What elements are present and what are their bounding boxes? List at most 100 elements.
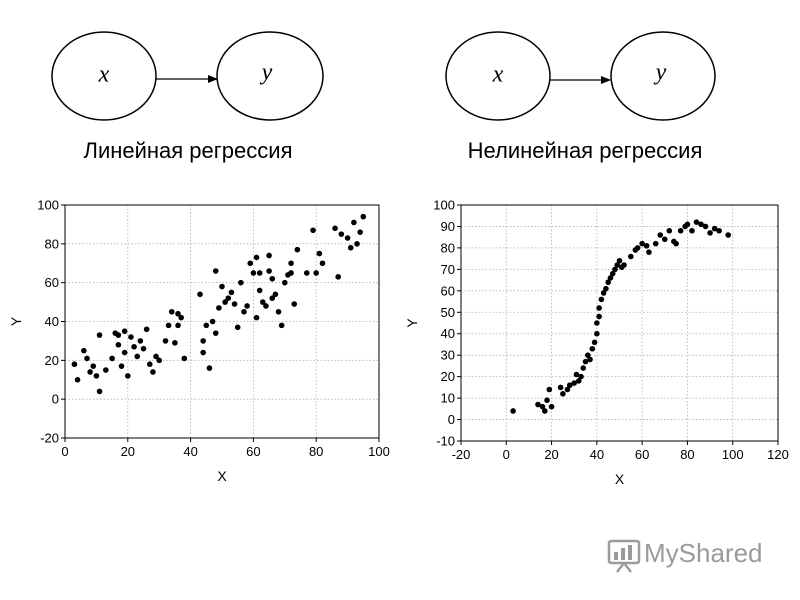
data-point — [564, 386, 571, 393]
data-point — [121, 349, 128, 356]
data-point — [200, 349, 206, 356]
data-point — [548, 403, 555, 410]
diagram-caption: Линейная регрессия — [84, 138, 293, 163]
data-point — [121, 328, 128, 335]
data-point — [575, 378, 582, 384]
data-point — [316, 250, 323, 257]
data-point — [156, 357, 162, 364]
data-point — [600, 290, 607, 296]
data-point — [241, 308, 247, 315]
data-point — [566, 382, 573, 389]
diagram-node-x — [51, 31, 157, 121]
data-point — [571, 380, 578, 386]
data-point — [165, 322, 172, 329]
plot-frame — [460, 204, 779, 442]
data-point — [288, 270, 294, 276]
data-point — [639, 240, 645, 247]
x-axis-label: X — [615, 471, 625, 487]
x-axis-label: X — [217, 468, 227, 484]
data-point — [272, 291, 279, 298]
data-point — [143, 326, 150, 333]
data-point — [693, 219, 700, 225]
data-point — [698, 221, 704, 228]
data-point — [666, 227, 673, 234]
x-tick-label: 60 — [635, 447, 649, 462]
data-point — [560, 391, 566, 397]
data-point — [278, 322, 285, 329]
data-point — [360, 213, 367, 220]
data-point — [146, 361, 153, 368]
y-tick-label: 90 — [441, 219, 455, 234]
data-point — [90, 363, 97, 369]
data-point — [172, 340, 178, 346]
y-tick-label: 60 — [45, 275, 59, 290]
data-point — [87, 369, 93, 375]
data-point — [335, 274, 341, 280]
data-point — [612, 266, 618, 273]
data-point — [150, 369, 156, 375]
data-point — [238, 279, 244, 286]
data-point — [605, 279, 611, 286]
data-point — [162, 338, 169, 344]
data-point — [115, 342, 122, 348]
y-tick-label: -20 — [40, 431, 59, 446]
diagram-caption: Нелинейная регрессия — [468, 138, 703, 163]
y-tick-label: 20 — [45, 353, 59, 368]
data-point — [628, 253, 634, 260]
data-point — [607, 275, 614, 281]
data-point — [175, 322, 181, 329]
y-tick-label: 10 — [441, 391, 455, 406]
data-point — [634, 245, 641, 251]
data-point — [351, 219, 357, 226]
y-tick-label: 40 — [45, 314, 59, 329]
data-point — [702, 223, 709, 230]
data-point — [652, 240, 659, 247]
data-point — [354, 241, 360, 247]
data-point — [344, 235, 351, 241]
data-point — [140, 345, 147, 352]
y-tick-label: 0 — [52, 392, 59, 407]
data-point — [598, 296, 605, 303]
x-tick-label: 60 — [246, 444, 260, 459]
data-point — [125, 373, 131, 379]
data-point — [661, 236, 668, 243]
data-point — [313, 270, 320, 276]
data-point — [266, 268, 272, 274]
y-tick-label: 20 — [441, 369, 455, 384]
x-tick-label: 40 — [183, 444, 197, 459]
x-tick-label: 20 — [544, 447, 558, 462]
data-point — [677, 227, 684, 234]
data-point — [275, 308, 282, 315]
data-point — [74, 376, 81, 383]
data-point — [219, 283, 225, 290]
presentation-board-icon — [607, 539, 641, 573]
y-tick-label: 100 — [37, 198, 59, 213]
y-tick-label: 80 — [441, 240, 455, 255]
data-point — [347, 244, 354, 251]
data-point — [684, 221, 691, 228]
x-tick-label: 80 — [309, 444, 323, 459]
data-point — [673, 240, 679, 247]
data-point — [128, 334, 134, 340]
data-point — [269, 295, 276, 302]
data-point — [544, 397, 550, 404]
y-tick-label: 70 — [441, 262, 455, 277]
data-point — [231, 301, 238, 307]
x-tick-label: -20 — [452, 447, 471, 462]
data-point — [294, 246, 301, 253]
diagram-node-x-label: x — [98, 62, 110, 88]
data-point — [643, 242, 650, 249]
data-point — [244, 303, 250, 309]
y-tick-label: 30 — [441, 348, 455, 363]
data-point — [582, 358, 589, 365]
data-point — [131, 343, 137, 350]
diagram-node-y — [610, 31, 716, 121]
data-point — [310, 227, 316, 234]
data-point — [614, 262, 621, 268]
data-point — [181, 355, 188, 362]
data-point — [589, 345, 596, 352]
data-point — [585, 352, 591, 358]
diagram-node-y-label: y — [654, 60, 667, 86]
data-point — [84, 355, 90, 362]
